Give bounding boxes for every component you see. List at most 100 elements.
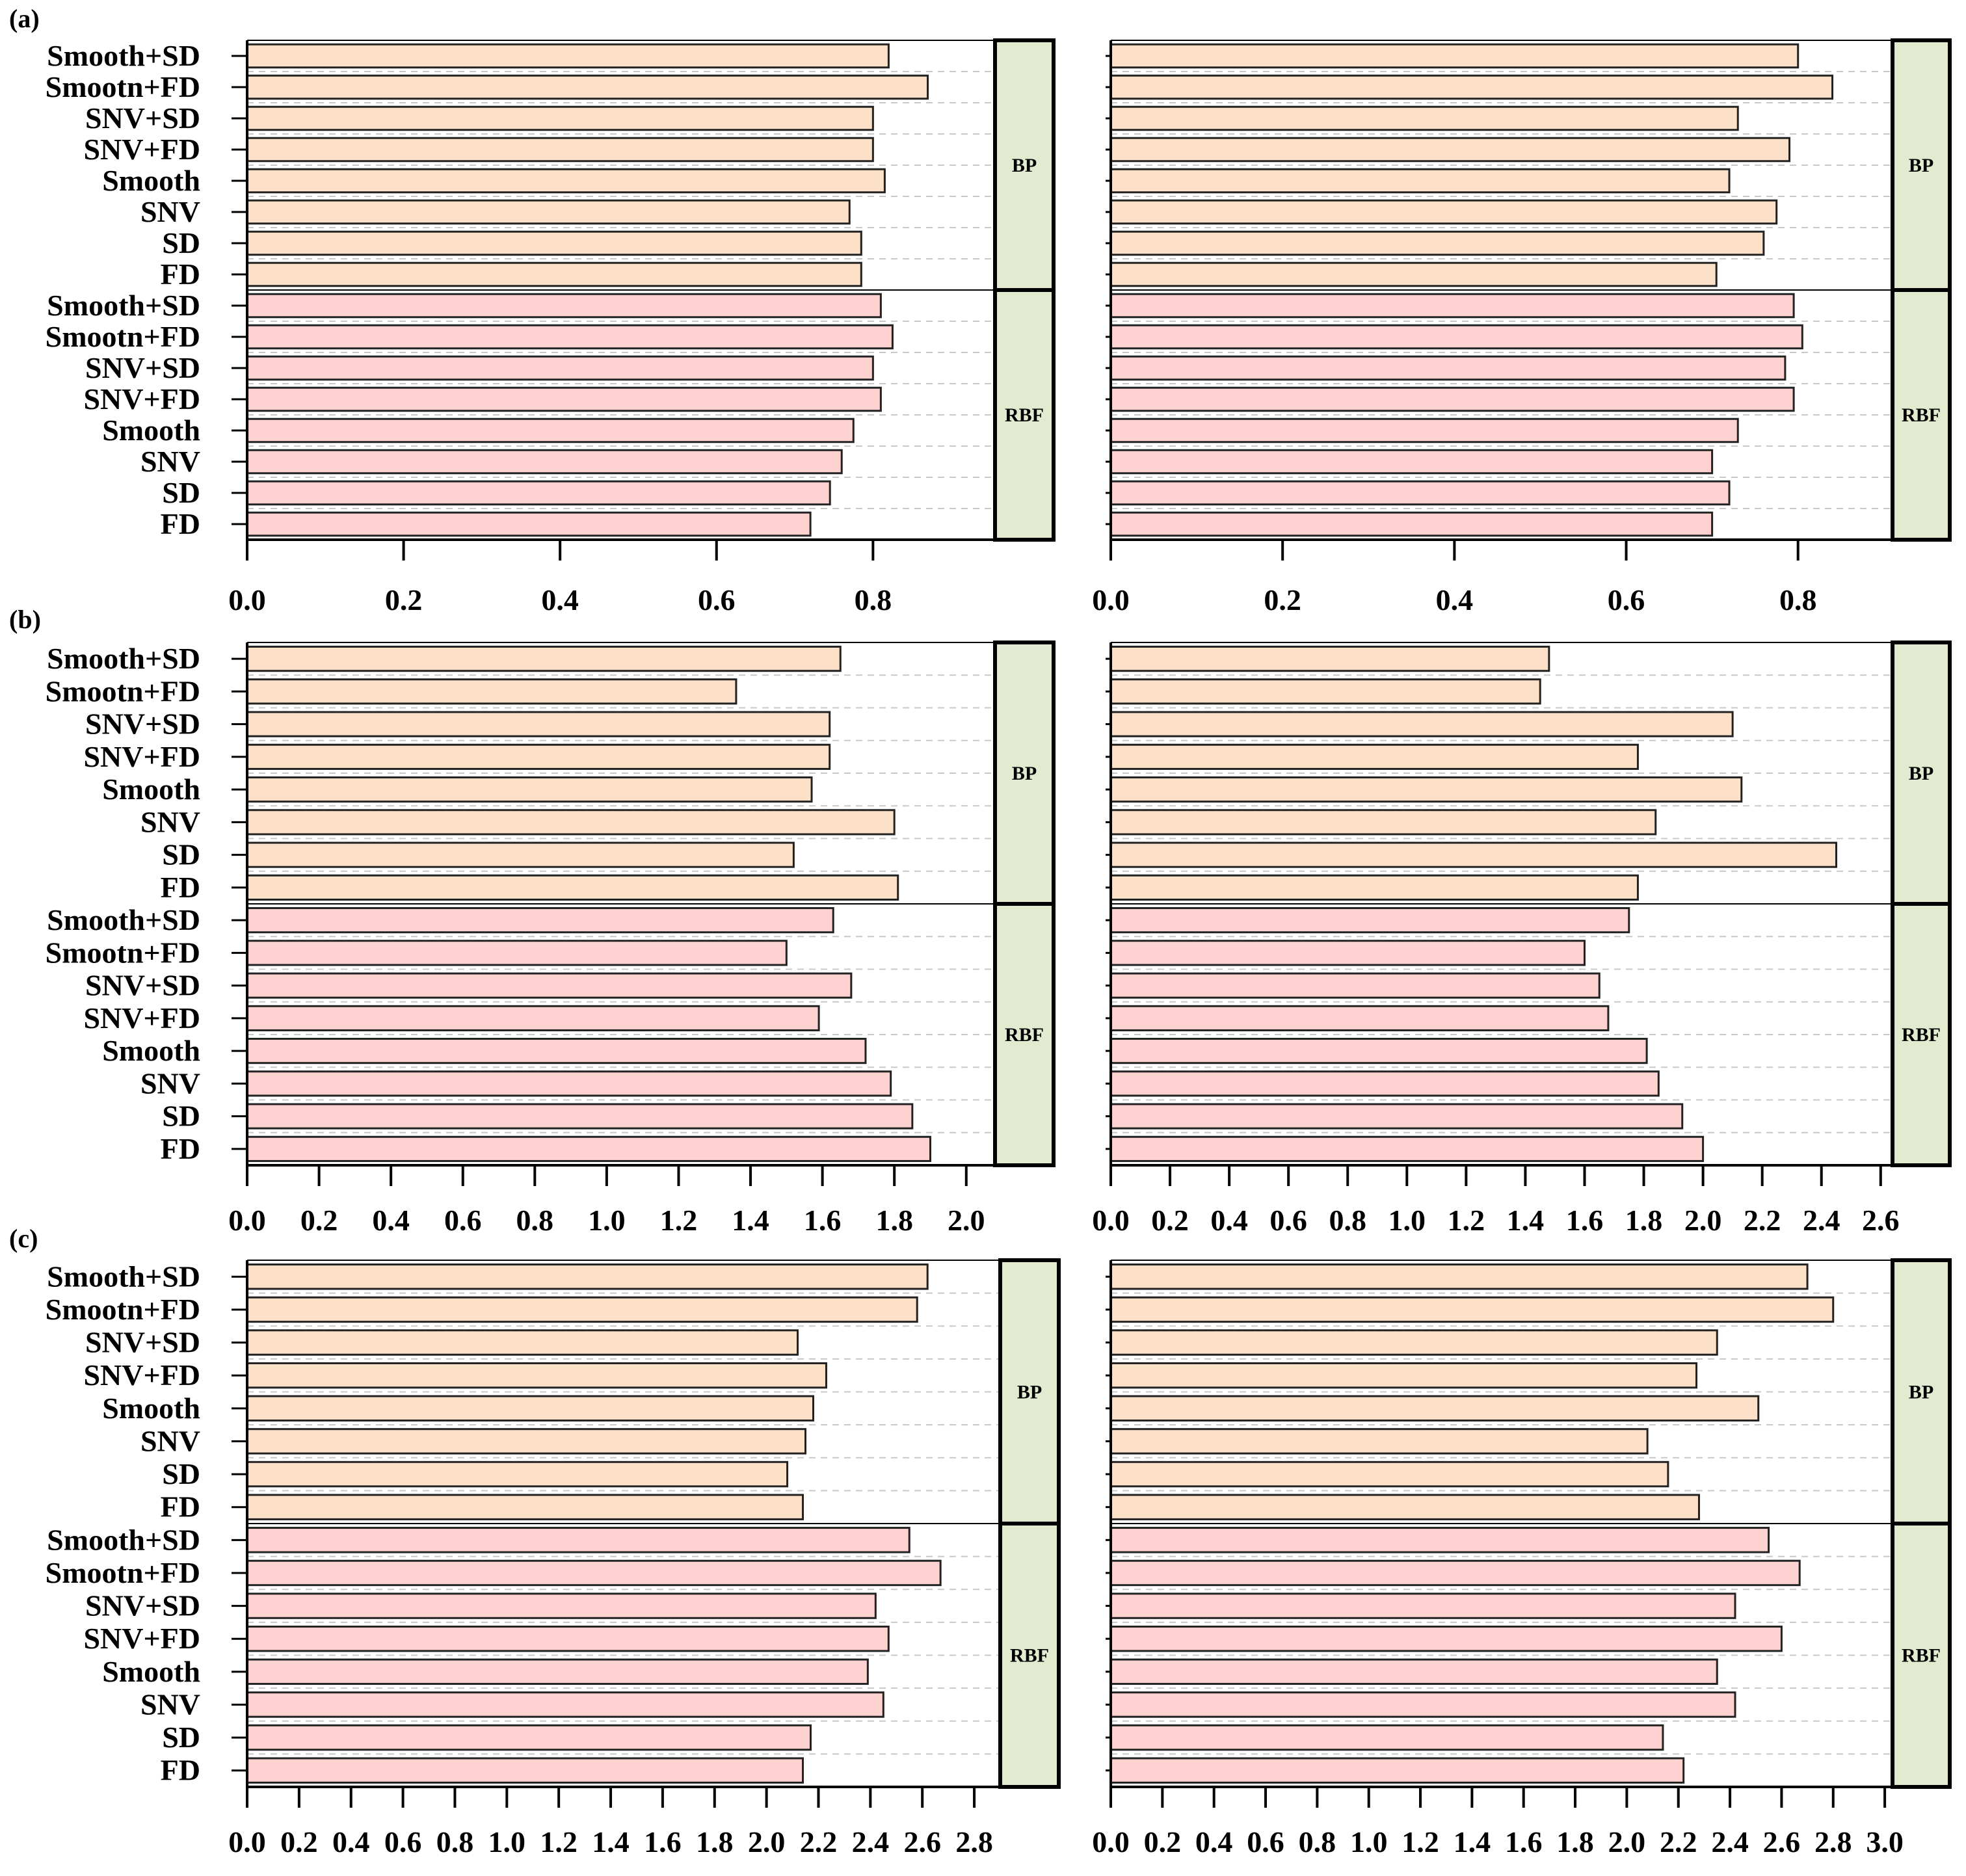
bar-bp-1 <box>246 43 890 69</box>
bar-bp-8 <box>1109 1494 1700 1520</box>
category-label: Smootn+FD <box>46 674 200 707</box>
x-tick-label: 1.2 <box>1448 1204 1485 1237</box>
bar-rbf-1 <box>246 293 882 319</box>
x-tick-label: 1.0 <box>588 1204 626 1237</box>
x-tick-label: 2.0 <box>1608 1825 1646 1858</box>
bar-bp-7 <box>246 1460 789 1488</box>
group-label-bp: BP <box>1909 1382 1933 1403</box>
x-tick-label: 1.8 <box>1625 1204 1663 1237</box>
x-tick-label: 0.6 <box>1608 583 1645 616</box>
x-tick-label: 1.8 <box>875 1204 913 1237</box>
bar-bp-4 <box>246 137 874 163</box>
category-label: SNV+SD <box>85 351 200 384</box>
bar-bp-4 <box>1109 1362 1698 1389</box>
bar-bp-3 <box>1109 105 1739 131</box>
x-tick-label: 1.2 <box>660 1204 698 1237</box>
category-label: Smooth <box>102 1655 200 1688</box>
x-tick-label: 2.6 <box>1862 1204 1900 1237</box>
group-label-rbf: RBF <box>1902 1645 1941 1667</box>
bar-bp-8 <box>246 1494 804 1520</box>
bar-bp-5 <box>1109 776 1743 803</box>
category-label: Smooth+SD <box>47 289 200 322</box>
x-tick-label: 0.0 <box>1092 1204 1130 1237</box>
x-tick-label: 2.0 <box>1684 1204 1722 1237</box>
bar-rbf-6 <box>246 1691 884 1718</box>
bar-bp-3 <box>1109 1329 1718 1356</box>
x-tick-label: 0.2 <box>300 1204 338 1237</box>
bar-bp-7 <box>1109 841 1837 868</box>
bar-rbf-2 <box>1109 324 1803 350</box>
bar-rbf-6 <box>246 1070 892 1097</box>
bar-bp-6 <box>246 1428 807 1455</box>
category-label: FD <box>161 1490 200 1524</box>
bar-rbf-2 <box>1109 940 1586 966</box>
category-label: SNV+SD <box>85 101 200 135</box>
x-tick-label: 1.0 <box>1388 1204 1426 1237</box>
x-tick-label: 0.0 <box>228 1825 266 1858</box>
category-label: FD <box>161 1132 200 1165</box>
bar-bp-5 <box>246 1395 814 1422</box>
bar-rbf-5 <box>246 1658 869 1685</box>
bar-bp-4 <box>1109 137 1790 163</box>
group-label-bp: BP <box>1012 155 1037 176</box>
bar-rbf-2 <box>246 1559 942 1587</box>
x-tick-label: 0.2 <box>385 583 423 616</box>
category-label: SD <box>162 476 200 509</box>
bar-bp-8 <box>1109 874 1639 901</box>
group-label-bp: BP <box>1909 763 1933 784</box>
category-label: Smootn+FD <box>46 936 200 969</box>
bar-bp-3 <box>246 711 831 737</box>
bar-rbf-7 <box>1109 1103 1684 1130</box>
bar-bp-1 <box>1109 646 1550 672</box>
x-tick-label: 1.6 <box>644 1825 682 1858</box>
panel-label: (a) <box>9 4 40 33</box>
x-tick-label: 0.6 <box>384 1825 422 1858</box>
category-label: SNV <box>140 195 200 228</box>
x-tick-label: 2.2 <box>1660 1825 1697 1858</box>
category-label: FD <box>161 507 200 540</box>
bar-bp-5 <box>1109 1395 1760 1422</box>
bar-rbf-7 <box>246 480 831 506</box>
category-label: SNV+SD <box>85 1326 200 1359</box>
bar-rbf-8 <box>1109 1757 1685 1784</box>
category-label: Smooth+SD <box>47 1523 200 1556</box>
bar-rbf-6 <box>246 449 843 475</box>
x-tick-label: 0.2 <box>1264 583 1301 616</box>
bar-bp-6 <box>1109 199 1778 225</box>
bar-bp-2 <box>246 678 737 705</box>
bar-rbf-2 <box>246 324 894 350</box>
x-tick-label: 1.4 <box>592 1825 630 1858</box>
chart-panel-2: BP RBF 0.0 0.2 0.4 0.6 0.8 <box>1092 38 1952 616</box>
category-label: Smooth+SD <box>47 642 200 675</box>
bar-rbf-3 <box>1109 355 1787 381</box>
x-tick-label: 0.8 <box>1779 583 1817 616</box>
category-label: SNV <box>140 1066 200 1100</box>
x-tick-label: 0.8 <box>1299 1825 1336 1858</box>
x-tick-label: 0.8 <box>436 1825 474 1858</box>
bar-rbf-2 <box>1109 1559 1801 1587</box>
group-box-bp <box>1891 641 1952 906</box>
bar-bp-7 <box>1109 230 1765 256</box>
bar-rbf-5 <box>246 1038 867 1064</box>
group-box-rbf <box>998 1522 1061 1789</box>
bar-rbf-5 <box>1109 1658 1718 1685</box>
x-tick-label: 1.4 <box>732 1204 769 1237</box>
x-tick-label: 0.0 <box>1092 1825 1130 1858</box>
x-tick-label: 1.8 <box>696 1825 734 1858</box>
category-label: Smootn+FD <box>46 1556 200 1589</box>
group-label-rbf: RBF <box>1902 404 1941 426</box>
x-tick-label: 0.4 <box>332 1825 370 1858</box>
category-label: SNV <box>140 445 200 478</box>
x-tick-label: 1.6 <box>1566 1204 1604 1237</box>
bar-bp-2 <box>1109 1296 1835 1323</box>
group-label-bp: BP <box>1909 155 1933 176</box>
bar-rbf-1 <box>246 907 834 934</box>
bar-bp-3 <box>1109 711 1734 737</box>
x-tick-label: 0.2 <box>1144 1825 1182 1858</box>
x-tick-label: 0.2 <box>280 1825 318 1858</box>
bar-rbf-4 <box>246 1625 890 1652</box>
x-tick-label: 0.8 <box>516 1204 554 1237</box>
bar-bp-8 <box>246 261 862 287</box>
x-tick-label: 0.2 <box>1151 1204 1189 1237</box>
bar-bp-5 <box>246 168 886 194</box>
